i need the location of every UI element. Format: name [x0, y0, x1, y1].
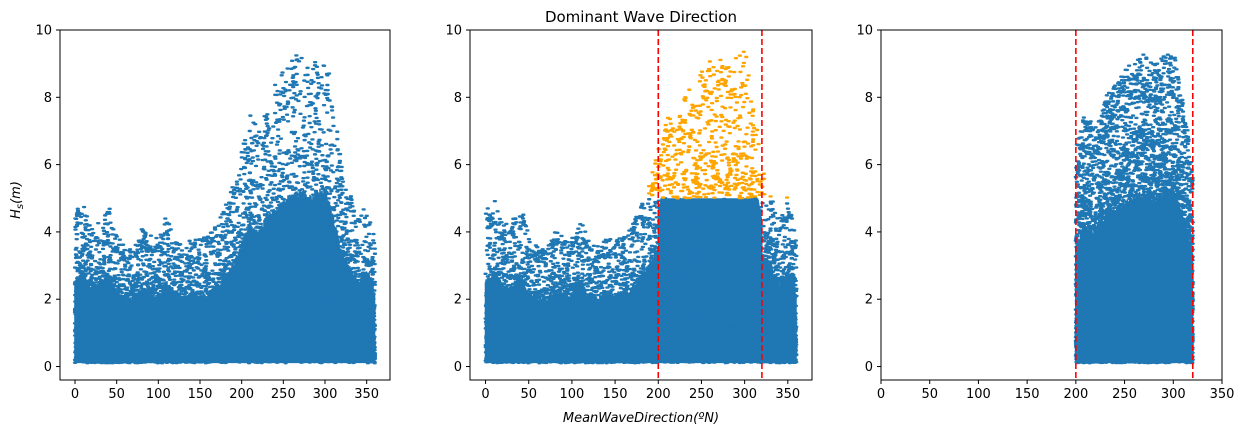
- plot-area-middle: [483, 30, 799, 380]
- y-axis-label-unit: (m): [9, 181, 24, 204]
- x-tick-label: 300: [313, 387, 338, 402]
- scatter-panel-left: 0 50 100 150 200 250 300 350 0 2 4 6 8 10 Hs(m): [9, 24, 391, 403]
- axes-frame-middle: [469, 29, 813, 381]
- y-tick-label: 6: [44, 158, 52, 173]
- y-tick-label: 8: [454, 91, 462, 106]
- y-tick-label: 10: [445, 24, 462, 39]
- ticks-left: 0 50 100 150 200 250 300 350 0 2 4 6 8 10: [35, 24, 379, 403]
- x-tick-label: 200: [229, 387, 254, 402]
- y-tick-label: 4: [44, 225, 52, 240]
- y-axis-label-sub: s: [15, 204, 26, 209]
- scatter-points-highlight: [646, 50, 790, 200]
- x-tick-label: 50: [108, 387, 125, 402]
- y-tick-label: 4: [454, 225, 462, 240]
- x-tick-label: 0: [877, 387, 885, 402]
- x-tick-label: 250: [1112, 387, 1137, 402]
- x-tick-label: 50: [921, 387, 938, 402]
- x-axis-label: MeanWaveDirection(ºN): [563, 411, 719, 426]
- ticks-right: 0 50 100 150 200 250 300 350 0 2 4 6 8 10: [856, 24, 1234, 403]
- y-axis-label-main: H: [9, 209, 24, 219]
- x-tick-label: 150: [603, 387, 628, 402]
- y-tick-label: 2: [454, 293, 462, 308]
- axes-frame-left: [59, 29, 391, 381]
- scatter-points-base: [1073, 53, 1195, 365]
- y-tick-label: 0: [454, 360, 462, 375]
- scatter-panel-middle: 0 50 100 150 200 250 300 350 0 2 4 6 8 10 Dominant Wa…: [445, 8, 813, 426]
- y-tick-label: 10: [35, 24, 52, 39]
- plot-area-left: [72, 54, 378, 365]
- x-tick-label: 150: [188, 387, 213, 402]
- x-tick-label: 50: [520, 387, 537, 402]
- y-tick-label: 2: [865, 293, 873, 308]
- y-tick-label: 10: [856, 24, 873, 39]
- ticks-middle: 0 50 100 150 200 250 300 350 0 2 4 6 8 10: [445, 24, 800, 403]
- scatter-panel-right: 0 50 100 150 200 250 300 350 0 2 4 6 8 10: [856, 24, 1234, 403]
- y-tick-label: 2: [44, 293, 52, 308]
- x-tick-label: 350: [1210, 387, 1235, 402]
- x-tick-label: 0: [481, 387, 489, 402]
- y-tick-label: 6: [454, 158, 462, 173]
- x-tick-label: 100: [146, 387, 171, 402]
- x-tick-label: 150: [1015, 387, 1040, 402]
- y-tick-label: 0: [865, 360, 873, 375]
- scatter-points-base: [483, 197, 799, 365]
- y-tick-label: 6: [865, 158, 873, 173]
- y-tick-label: 0: [44, 360, 52, 375]
- x-tick-label: 300: [732, 387, 757, 402]
- x-tick-label: 100: [559, 387, 584, 402]
- x-tick-label: 350: [775, 387, 800, 402]
- x-tick-label: 300: [1161, 387, 1186, 402]
- y-tick-label: 4: [865, 225, 873, 240]
- scatter-points-base: [72, 54, 378, 365]
- plot-area-right: [1073, 30, 1195, 380]
- x-tick-label: 0: [71, 387, 79, 402]
- y-axis-label: Hs(m): [9, 181, 26, 219]
- y-tick-label: 8: [865, 91, 873, 106]
- x-tick-label: 250: [271, 387, 296, 402]
- x-tick-label: 200: [646, 387, 671, 402]
- x-tick-label: 100: [966, 387, 991, 402]
- x-tick-label: 350: [354, 387, 379, 402]
- chart-title: Dominant Wave Direction: [545, 8, 737, 26]
- axes-frame-right: [880, 29, 1223, 381]
- y-tick-label: 8: [44, 91, 52, 106]
- x-tick-label: 200: [1063, 387, 1088, 402]
- x-tick-label: 250: [689, 387, 714, 402]
